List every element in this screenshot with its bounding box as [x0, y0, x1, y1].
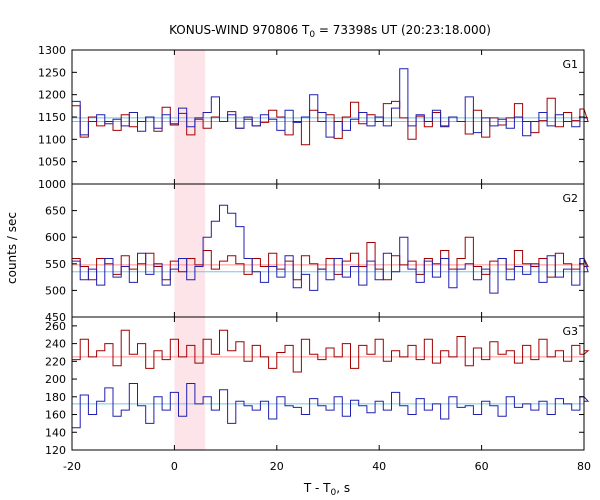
y-tick-label: 650 [45, 205, 66, 218]
panel-label: G3 [562, 325, 578, 338]
x-tick-label: 0 [171, 460, 178, 473]
y-tick-label: 160 [45, 409, 66, 422]
series-blue-g2 [72, 204, 589, 294]
x-axis-title-rest: , s [336, 481, 350, 495]
highlight-band [174, 50, 206, 450]
series-blue-g1 [72, 68, 589, 138]
y-tick-label: 180 [45, 391, 66, 404]
series-blue-g3 [72, 383, 590, 429]
y-tick-label: 450 [45, 311, 66, 324]
y-axis-title: counts / sec [5, 212, 19, 284]
y-tick-label: 500 [45, 284, 66, 297]
panel-label: G1 [562, 58, 578, 71]
series-red-g3 [72, 329, 590, 373]
panel-frame [71, 183, 585, 318]
panel-g1: 1000 1050 1100 1150 1200 1250 1300 G1 [38, 44, 589, 191]
x-tick-label: 60 [475, 460, 489, 473]
y-tick-label: 600 [45, 231, 66, 244]
y-tick-label: 140 [45, 426, 66, 439]
panel-frame [71, 316, 585, 451]
y-tick-label: 1250 [38, 66, 66, 79]
panel-label: G2 [562, 192, 578, 205]
series-red-g2 [72, 236, 589, 281]
x-tick-label: 40 [372, 460, 386, 473]
y-tick-label: 1300 [38, 44, 66, 57]
y-tick-label: 550 [45, 258, 66, 271]
y-tick-label: 220 [45, 355, 66, 368]
y-tick-label: 260 [45, 320, 66, 333]
panel-g2: 450 500 550 600 650 G2 [45, 183, 589, 324]
chart-title: KONUS-WIND 970806 T0 = 73398s UT (20:23:… [169, 23, 491, 40]
y-tick-label: 1050 [38, 156, 66, 169]
y-tick-label: 240 [45, 338, 66, 351]
chart-title-rest: = 73398s UT (20:23:18.000) [315, 23, 491, 37]
x-axis-title: T - T0, s [303, 481, 350, 498]
y-tick-label: 200 [45, 373, 66, 386]
y-tick-label: 1150 [38, 111, 66, 124]
y-tick-label: 120 [45, 444, 66, 457]
x-axis-title-subscript: 0 [331, 488, 337, 498]
chart-title-main: KONUS-WIND 970806 T [169, 23, 310, 37]
x-tick-label: 80 [577, 460, 591, 473]
chart-title-subscript: 0 [309, 30, 315, 40]
panel-g3: 120 140 160 180 200 220 240 260 G3 [45, 316, 590, 457]
y-tick-label: 1000 [38, 178, 66, 191]
y-tick-label: 1100 [38, 133, 66, 146]
x-tick-label: 20 [270, 460, 284, 473]
x-axis-title-main: T - T [303, 481, 331, 495]
panels-group: 1000105011001150120012501300G14505005506… [38, 44, 591, 473]
y-tick-label: 1200 [38, 89, 66, 102]
x-tick-label: -20 [63, 460, 81, 473]
